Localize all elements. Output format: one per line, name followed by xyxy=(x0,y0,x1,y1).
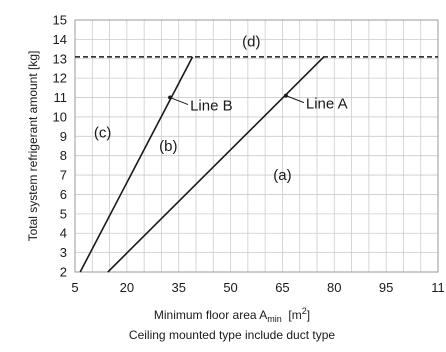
y-tick-label: 4 xyxy=(60,226,67,241)
axes xyxy=(74,19,439,273)
y-tick-label: 15 xyxy=(53,13,67,28)
x-tick-label: 5 xyxy=(71,280,78,295)
region-label: (b) xyxy=(159,138,177,155)
chart-caption: Ceiling mounted type include duct type xyxy=(129,328,335,342)
y-tick-label: 13 xyxy=(53,51,67,66)
x-tick-label: 35 xyxy=(171,280,185,295)
x-axis-label-unit-superscript: 2 xyxy=(302,306,307,316)
x-tick-label: 20 xyxy=(120,280,134,295)
y-tick-label: 3 xyxy=(60,245,67,260)
y-tick-label: 11 xyxy=(54,90,68,105)
x-tick-label: 80 xyxy=(327,280,341,295)
x-axis-label-main: Minimum floor area A xyxy=(154,308,267,322)
x-axis-label: Minimum floor area Amin [m2] xyxy=(154,306,310,324)
series-line-b xyxy=(79,56,194,273)
grid xyxy=(74,19,439,273)
x-tick-label: 50 xyxy=(223,280,237,295)
y-tick-label: 2 xyxy=(60,265,67,280)
region-label: (c) xyxy=(94,124,112,141)
annotation-leader xyxy=(169,97,189,106)
region-label: (a) xyxy=(273,167,291,184)
x-tick-label: 65 xyxy=(275,280,289,295)
y-tick-label: 5 xyxy=(60,206,67,221)
series-line-a xyxy=(107,56,325,273)
x-axis-label-unit-close: ] xyxy=(307,308,310,322)
line-label: Line B xyxy=(190,98,233,115)
x-tick-label: 11 xyxy=(431,280,445,295)
y-tick-label: 9 xyxy=(60,129,67,144)
annotation-leader xyxy=(285,95,305,104)
x-axis-label-unit-open: [m xyxy=(282,308,302,322)
line-label: Line A xyxy=(306,96,348,113)
y-tick-label: 7 xyxy=(60,168,67,183)
tick-labels: 5 20 35 50 65 80 95 11 2 3 4 5 6 7 8 9 10 11 12 13 14 15 xyxy=(53,13,445,296)
region-label: (d) xyxy=(242,33,260,50)
x-axis-label-subscript: min xyxy=(267,314,282,324)
y-tick-label: 12 xyxy=(53,71,67,86)
y-tick-label: 14 xyxy=(53,32,67,47)
plot-frame xyxy=(74,19,439,273)
series xyxy=(75,56,438,273)
y-tick-label: 8 xyxy=(60,148,67,163)
x-tick-label: 95 xyxy=(379,280,393,295)
y-tick-label: 6 xyxy=(60,187,67,202)
annotations: Line A Line B (a) (b) (c) (d) xyxy=(94,33,348,184)
y-tick-label: 10 xyxy=(53,109,67,124)
y-axis-label: Total system refrigerant amount [kg] xyxy=(26,51,40,242)
